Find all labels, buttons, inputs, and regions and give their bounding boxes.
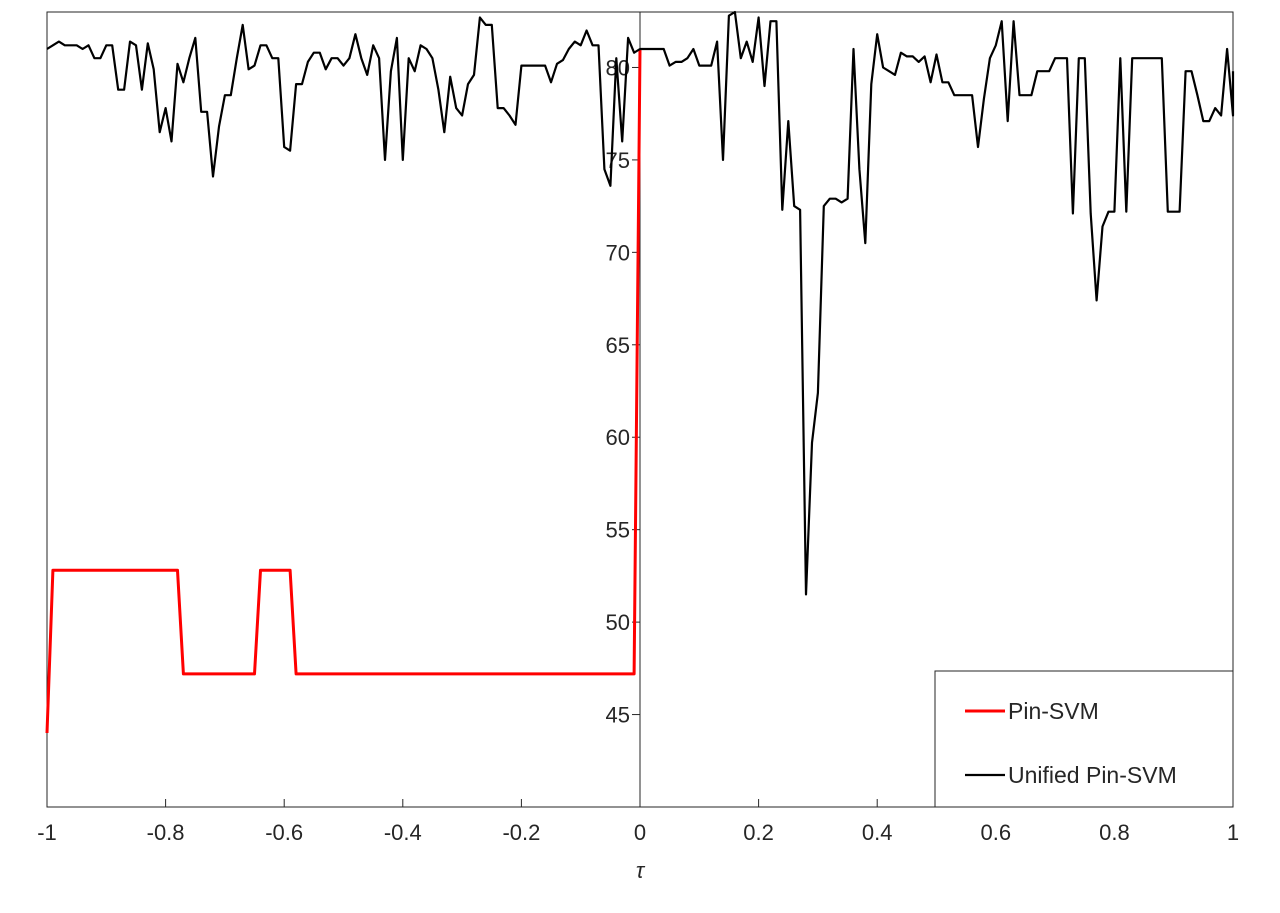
x-tick-label: 0.8 — [1099, 820, 1130, 845]
y-tick-label: 75 — [606, 148, 630, 173]
x-tick-label: 1 — [1227, 820, 1239, 845]
y-tick-label: 50 — [606, 610, 630, 635]
x-tick-label: -0.6 — [265, 820, 303, 845]
series-line-pin-svm — [45, 48, 642, 734]
legend-label: Pin-SVM — [1008, 698, 1099, 724]
x-tick-label: -0.8 — [147, 820, 185, 845]
x-tick-label: 0.2 — [743, 820, 774, 845]
x-tick-label: -0.4 — [384, 820, 422, 845]
y-tick-label: 65 — [606, 333, 630, 358]
legend: Pin-SVM Unified Pin-SVM — [934, 670, 1234, 808]
x-tick-label: 0.4 — [862, 820, 893, 845]
y-tick-label: 45 — [606, 703, 630, 728]
y-tick-label: 70 — [606, 240, 630, 265]
x-tick-label: 0.6 — [981, 820, 1012, 845]
x-axis: -1 -0.8 -0.6 -0.4 -0.2 0 0.2 0.4 0.6 0.8 1 — [37, 799, 1239, 845]
x-axis-label: τ — [636, 858, 646, 883]
series-line-unified-pin-svm — [46, 10, 1235, 596]
x-tick-label: 0 — [634, 820, 646, 845]
legend-box — [934, 670, 1234, 808]
x-tick-label: -0.2 — [502, 820, 540, 845]
series-group — [45, 10, 1235, 734]
legend-label: Unified Pin-SVM — [1008, 762, 1177, 788]
y-tick-label: 55 — [606, 518, 630, 543]
y-tick-label: 60 — [606, 425, 630, 450]
x-tick-label: -1 — [37, 820, 57, 845]
